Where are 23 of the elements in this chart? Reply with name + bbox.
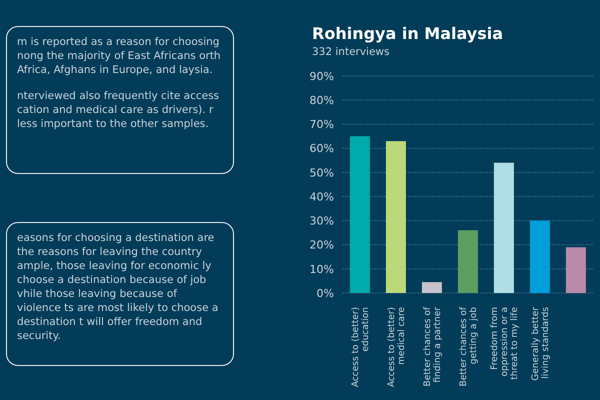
y-tick-label: 80%: [310, 94, 334, 108]
y-tick-label: 60%: [310, 142, 334, 156]
x-tick-label: Access to (better) education: [351, 307, 371, 388]
chart-subtitle: 332 interviews: [312, 46, 390, 58]
bar: [386, 141, 406, 293]
y-tick-label: 10%: [310, 262, 334, 276]
chart-title: Rohingya in Malaysia: [312, 24, 504, 43]
bar: [566, 247, 586, 293]
bar: [350, 136, 370, 293]
y-tick-label: 40%: [310, 190, 334, 204]
y-tick-label: 20%: [310, 238, 334, 252]
y-tick-label: 0%: [316, 286, 334, 300]
text: m is reported as a reason for choosing nong the majority of East Africans orth Africa, Afghans in Europe, and laysia.: [17, 35, 222, 77]
y-tick-label: 70%: [310, 118, 334, 132]
bar: [494, 162, 514, 293]
y-tick-label: 90%: [310, 70, 334, 83]
bar: [530, 220, 550, 293]
text: easons for choosing a destination are the reasons for leaving the country ample, those leaving for economic ly choose a destination because of job vhile those leaving because of violence ts are most likely to choose a destination t will offer freedom and security.: [17, 231, 220, 343]
bar: [422, 282, 442, 293]
text: nterviewed also frequently cite access cation and medical care as drivers). r less important to the other samples.: [17, 89, 220, 131]
bar: [458, 230, 478, 293]
y-tick-label: 50%: [310, 166, 334, 180]
y-tick-label: 30%: [310, 214, 334, 228]
